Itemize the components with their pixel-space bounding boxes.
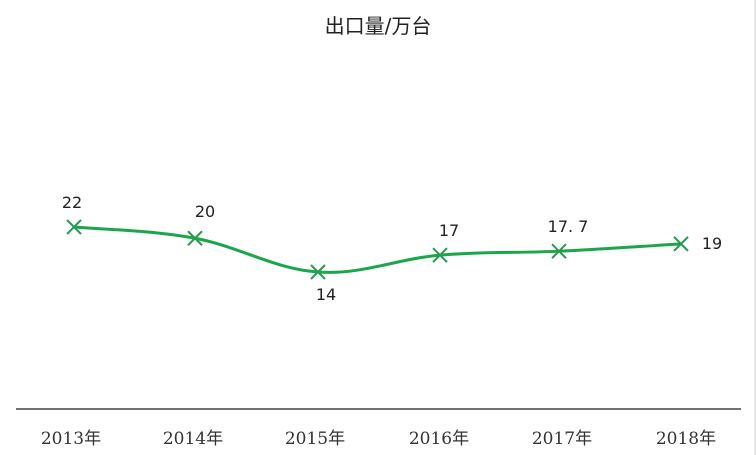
data-label: 17. 7	[548, 217, 589, 236]
x-tick-label: 2015年	[285, 429, 345, 449]
x-marker-icon	[432, 247, 448, 263]
x-tick-label: 2013年	[41, 429, 101, 449]
x-marker-icon	[310, 264, 326, 280]
frame-border	[754, 0, 756, 455]
data-label: 14	[316, 285, 336, 304]
x-marker-icon	[66, 219, 82, 235]
x-tick-label: 2018年	[656, 429, 716, 449]
chart-title: 出口量/万台	[324, 14, 432, 38]
data-label: 22	[62, 193, 82, 212]
x-marker-icon	[187, 230, 203, 246]
x-tick-label: 2017年	[532, 429, 592, 449]
x-tick-label: 2016年	[409, 429, 469, 449]
x-tick-label: 2014年	[163, 429, 223, 449]
x-marker-icon	[551, 243, 567, 259]
data-label: 20	[195, 202, 215, 221]
data-label: 17	[439, 221, 459, 240]
data-label: 19	[702, 234, 722, 253]
x-marker-icon	[673, 236, 689, 252]
series-line	[73, 225, 682, 274]
